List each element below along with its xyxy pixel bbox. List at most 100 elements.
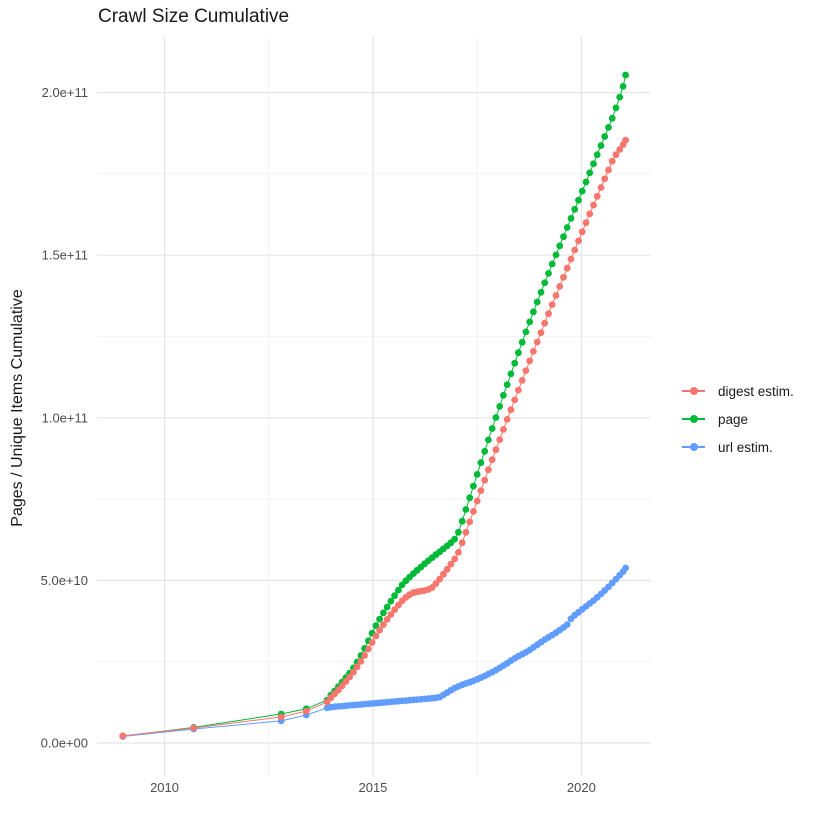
y-tick-label: 0.0e+00 bbox=[41, 735, 88, 750]
data-point-digest-estim bbox=[522, 367, 530, 374]
data-point-url-estim bbox=[622, 564, 629, 572]
data-point-page bbox=[391, 592, 398, 600]
data-point-page bbox=[571, 205, 579, 213]
data-point-page bbox=[622, 71, 629, 79]
data-point-page bbox=[608, 114, 616, 122]
data-point-digest-estim bbox=[481, 476, 489, 484]
data-point-page bbox=[578, 187, 586, 195]
data-point-page bbox=[383, 603, 391, 611]
data-point-digest-estim bbox=[605, 166, 612, 174]
data-point-page bbox=[372, 622, 380, 629]
data-point-page bbox=[560, 233, 567, 241]
data-point-digest-estim bbox=[473, 497, 481, 505]
data-point-page bbox=[593, 151, 601, 159]
data-point-page bbox=[492, 414, 500, 421]
data-point-page bbox=[597, 142, 605, 150]
data-point-page bbox=[526, 318, 534, 326]
data-point-page bbox=[477, 459, 485, 467]
data-point-digest-estim bbox=[440, 570, 447, 578]
legend-label: page bbox=[718, 411, 749, 427]
data-point-page bbox=[541, 279, 549, 287]
series-line-url-estim bbox=[122, 567, 627, 737]
data-point-digest-estim bbox=[350, 668, 357, 676]
data-point-page bbox=[473, 471, 481, 478]
data-point-digest-estim bbox=[443, 565, 451, 573]
data-point-digest-estim bbox=[455, 549, 462, 556]
data-point-page bbox=[511, 359, 519, 367]
data-point-page bbox=[515, 349, 522, 357]
data-point-digest-estim bbox=[372, 632, 380, 640]
data-point-digest-estim bbox=[518, 377, 526, 384]
data-point-page bbox=[601, 133, 609, 140]
data-point-page bbox=[548, 260, 556, 268]
data-point-digest-estim bbox=[346, 673, 353, 681]
data-point-digest-estim bbox=[492, 446, 500, 454]
data-point-digest-estim bbox=[458, 539, 466, 547]
data-point-digest-estim bbox=[622, 136, 629, 144]
data-point-page bbox=[590, 160, 597, 168]
data-point-digest-estim bbox=[477, 487, 485, 494]
x-tick-label: 2015 bbox=[358, 780, 387, 795]
data-point-digest-estim bbox=[391, 606, 398, 614]
data-point-page bbox=[567, 215, 575, 222]
data-point-digest-estim bbox=[567, 255, 575, 263]
legend-point-swatch bbox=[690, 387, 698, 395]
data-point-digest-estim bbox=[342, 678, 350, 685]
legend-point-swatch bbox=[690, 443, 698, 451]
data-point-page bbox=[458, 517, 466, 525]
data-point-page bbox=[380, 609, 387, 617]
data-point-digest-estim bbox=[451, 555, 459, 563]
data-point-digest-estim bbox=[485, 466, 492, 474]
x-tick-label: 2010 bbox=[150, 780, 179, 795]
data-point-digest-estim bbox=[612, 151, 620, 159]
data-point-page bbox=[530, 308, 537, 316]
data-point-page bbox=[376, 615, 383, 623]
data-point-digest-estim bbox=[500, 426, 507, 433]
data-point-digest-estim bbox=[526, 357, 534, 365]
data-point-page bbox=[563, 224, 571, 231]
legend-point-swatch bbox=[690, 415, 698, 423]
data-point-page bbox=[537, 288, 545, 296]
data-point-digest-estim bbox=[601, 175, 609, 183]
data-point-url-estim bbox=[563, 621, 571, 628]
data-point-digest-estim bbox=[357, 658, 365, 665]
data-point-digest-estim bbox=[608, 157, 616, 165]
data-point-digest-estim bbox=[488, 456, 496, 464]
data-point-digest-estim bbox=[466, 518, 474, 526]
data-point-page bbox=[582, 178, 590, 186]
legend-key-page bbox=[682, 412, 705, 426]
data-point-digest-estim bbox=[432, 580, 440, 587]
data-point-digest-estim bbox=[361, 652, 368, 659]
data-point-digest-estim bbox=[593, 192, 601, 200]
data-point-page bbox=[518, 338, 526, 346]
data-point-digest-estim bbox=[368, 639, 376, 646]
legend-label: url estim. bbox=[718, 439, 773, 455]
data-point-digest-estim bbox=[541, 319, 549, 327]
data-point-digest-estim bbox=[556, 283, 564, 290]
data-point-page bbox=[470, 482, 477, 490]
data-point-page bbox=[387, 597, 395, 605]
data-point-digest-estim bbox=[590, 201, 597, 209]
data-point-digest-estim bbox=[597, 184, 605, 191]
legend-key-url-estim bbox=[682, 440, 705, 454]
data-point-digest-estim bbox=[387, 611, 395, 618]
data-point-digest-estim bbox=[447, 560, 455, 568]
data-point-digest-estim bbox=[616, 146, 624, 153]
data-point-page bbox=[485, 436, 492, 444]
data-point-page bbox=[586, 169, 594, 177]
series-line-digest-estim bbox=[122, 139, 627, 737]
data-point-page bbox=[533, 298, 541, 306]
data-point-page bbox=[507, 370, 515, 378]
chart-title: Crawl Size Cumulative bbox=[98, 6, 290, 27]
data-point-page bbox=[466, 494, 474, 502]
data-point-digest-estim bbox=[380, 621, 387, 628]
data-point-digest-estim bbox=[545, 310, 552, 318]
data-point-digest-estim bbox=[515, 386, 522, 394]
data-point-page bbox=[488, 425, 496, 432]
data-point-page bbox=[545, 270, 552, 277]
x-tick-label: 2020 bbox=[567, 780, 596, 795]
data-point-digest-estim bbox=[365, 645, 372, 653]
data-point-digest-estim bbox=[586, 210, 594, 218]
